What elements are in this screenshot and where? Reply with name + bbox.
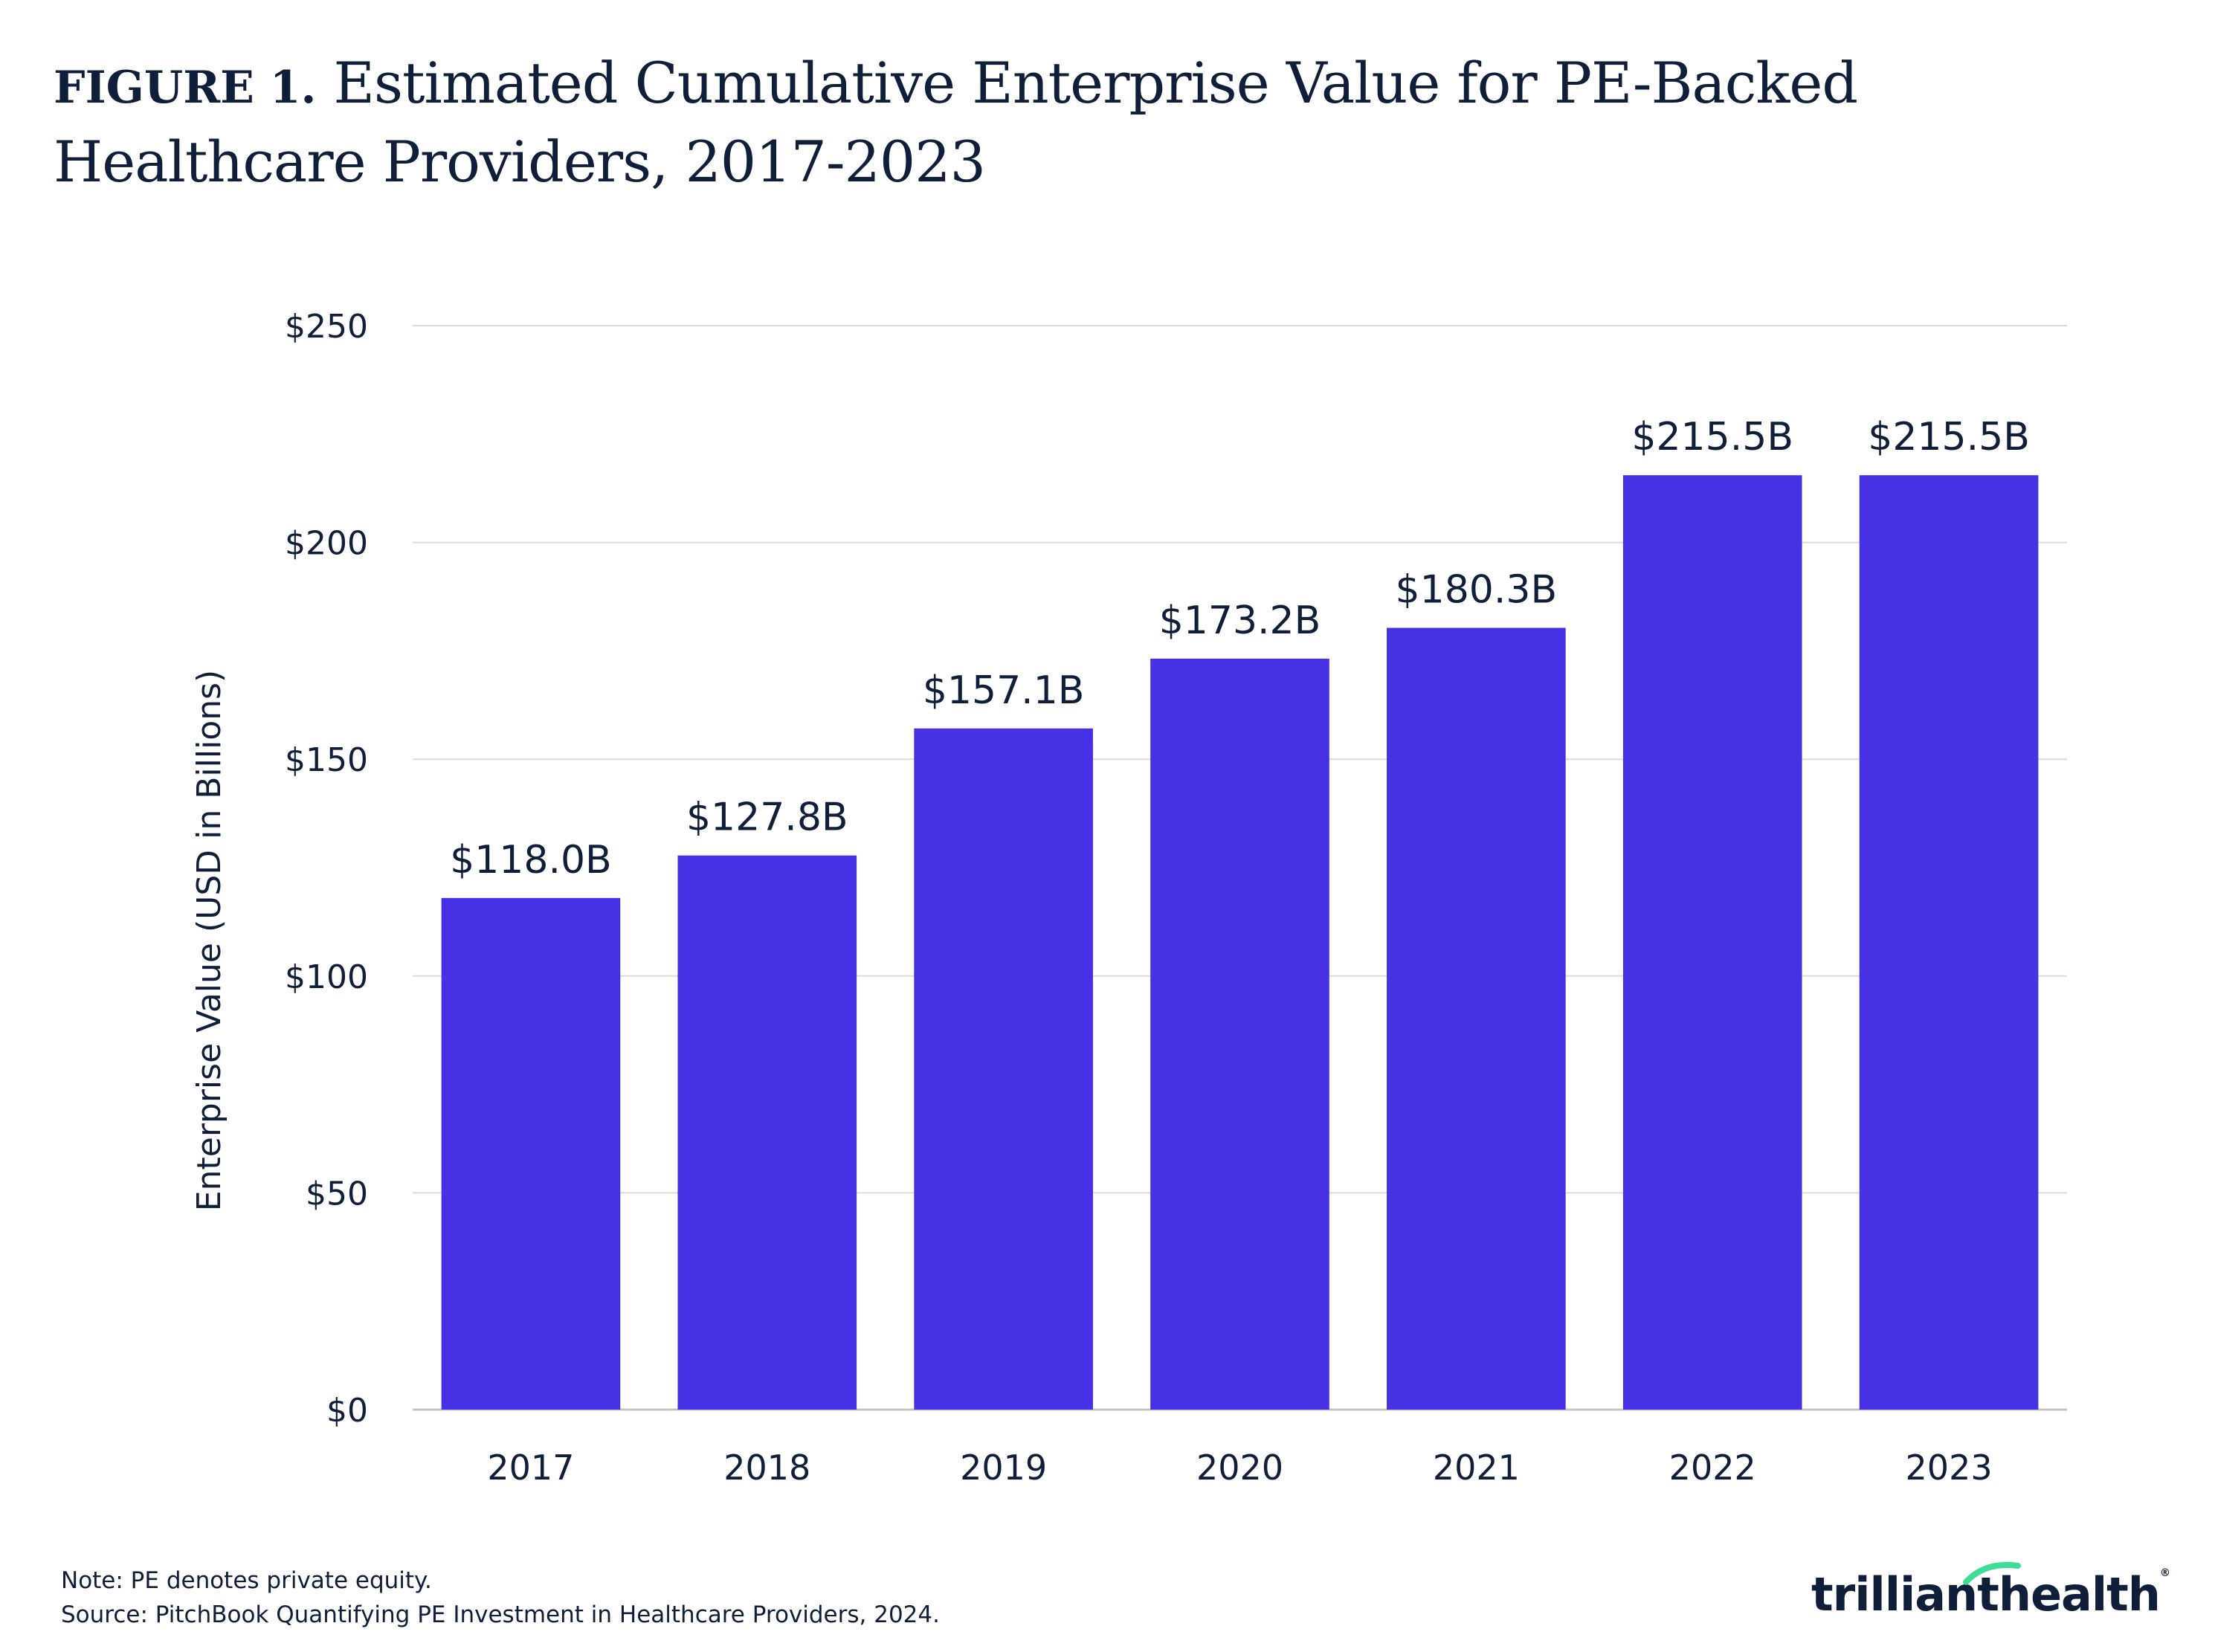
footnote: Note: PE denotes private equity. [61,1567,432,1594]
x-tick-label: 2018 [723,1448,810,1488]
bar-data-labels: $118.0B $127.8B $157.1B $173.2B $180.3B $215.… [450,415,2030,883]
bar-value-label: $127.8B [686,796,848,840]
bar-2017 [441,897,621,1410]
bars [441,475,2039,1410]
bar-2020 [1150,658,1329,1410]
bar-value-label: $118.0B [450,838,612,883]
x-tick-label: 2022 [1669,1448,1756,1488]
y-tick-label: $100 [285,958,368,996]
x-tick-label: 2021 [1433,1448,1520,1488]
bar-2023 [1859,475,2039,1410]
x-tick-label: 2020 [1196,1448,1283,1488]
y-axis-label: Enterprise Value (USD in Billions) [190,670,228,1211]
y-axis-ticks: $0 $50 $100 $150 $200 $250 [285,308,368,1430]
bar-2021 [1387,627,1566,1410]
logo-text-health: health [1998,1567,2161,1622]
y-tick-label: $0 [326,1392,368,1430]
bar-value-label: $215.5B [1868,415,2030,459]
bar-value-label: $180.3B [1396,567,1558,612]
bar-2022 [1622,475,1802,1410]
source-note: Source: PitchBook Quantifying PE Investm… [61,1601,940,1628]
y-tick-label: $150 [285,741,368,779]
logo-swoosh-icon [1963,1562,2021,1585]
bar-2018 [677,855,857,1410]
bar-value-label: $157.1B [923,668,1085,713]
x-tick-label: 2023 [1906,1448,1993,1488]
figure-label: FIGURE 1. [54,62,317,114]
bar-value-label: $215.5B [1631,415,1793,459]
figure-title-text: Estimated Cumulative Enterprise Value fo… [54,50,1858,195]
logo-registered-mark: ® [2159,1567,2170,1579]
y-tick-label: $250 [285,308,368,346]
y-tick-label: $200 [285,525,368,563]
bar-value-label: $173.2B [1159,598,1321,643]
y-tick-label: $50 [306,1175,368,1213]
x-tick-label: 2019 [960,1448,1047,1488]
bar-2019 [914,728,1093,1410]
x-tick-label: 2017 [487,1448,574,1488]
x-axis-ticks: 2017 2018 2019 2020 2021 2022 2023 [487,1448,1992,1488]
chart-title: FIGURE 1. Estimated Cumulative Enterpris… [54,46,2121,199]
